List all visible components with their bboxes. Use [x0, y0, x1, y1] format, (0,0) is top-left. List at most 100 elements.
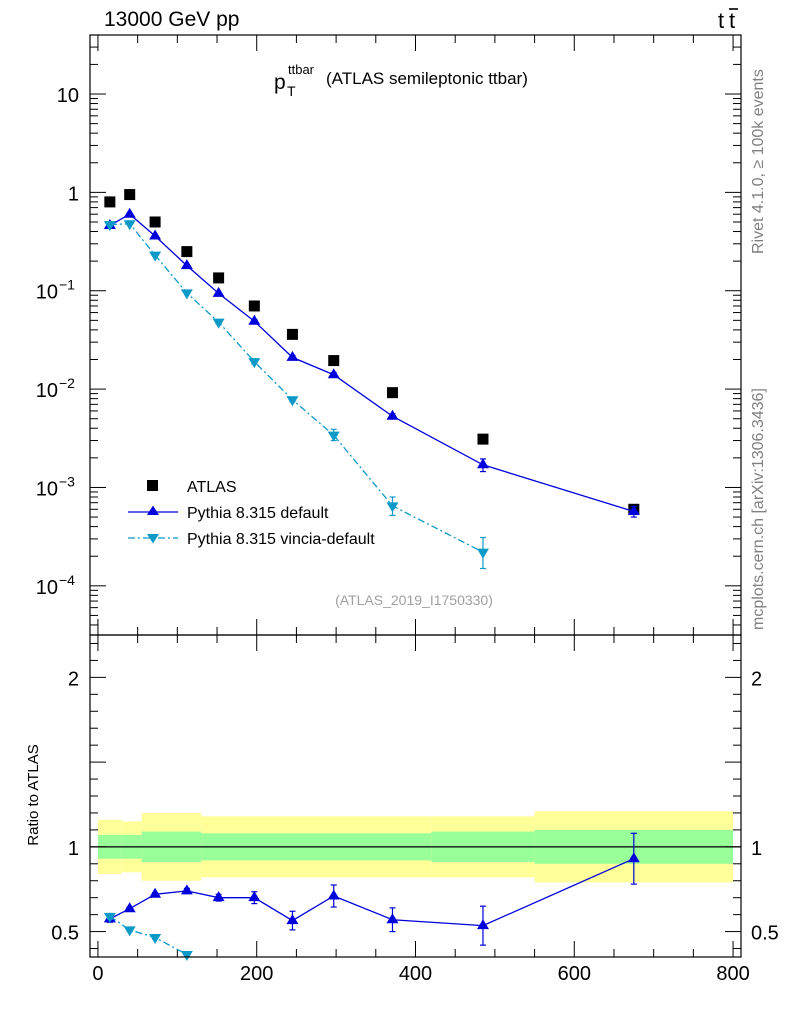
legend-atlas-marker: [147, 480, 158, 491]
ratio-vincia-point: [123, 926, 136, 937]
vincia-data-point: [212, 318, 225, 329]
default-data-point: [248, 314, 261, 325]
ratio-tick-labels: 0.5 0.5 1 1 2 2 0 200 400 600 800: [51, 668, 779, 985]
mcplots-label: mcplots.cern.ch [arXiv:1306.3436]: [750, 388, 767, 630]
x-tick-label: 600: [558, 963, 591, 985]
default-data-point: [180, 259, 193, 270]
default-data-point: [386, 409, 399, 420]
atlas-data-point: [477, 433, 489, 445]
ratio-default-point: [248, 891, 261, 902]
ratio-default-point: [327, 889, 340, 900]
ratio-default-point: [123, 902, 136, 913]
atlas-data-point: [149, 216, 161, 228]
ratio-y-tick-label-left: 1: [68, 838, 79, 860]
atlas-data-point: [181, 246, 193, 258]
atlas-data-point: [124, 189, 136, 201]
vincia-data-point: [123, 220, 136, 231]
series-line-default: [109, 213, 635, 513]
vincia-data-point: [327, 431, 340, 442]
main-y-tick-exponent: −2: [59, 375, 75, 391]
ratio-y-tick-label-right: 2: [751, 668, 762, 690]
atlas-data-point: [213, 272, 225, 284]
main-y-tick-label: 1: [68, 183, 79, 205]
vincia-data-point: [149, 251, 162, 262]
main-y-tick-exponent: −4: [59, 572, 75, 588]
series-line-vincia: [109, 223, 484, 553]
ratio-panel: 0.5 0.5 1 1 2 2 0 200 400 600 800 Ratio to ATLAS: [25, 634, 779, 985]
header-process-tbar: t: [729, 8, 735, 33]
ratio-default-point: [212, 891, 225, 902]
default-data-point: [212, 286, 225, 297]
ratio-series-layer: [103, 832, 640, 961]
title-p: p: [274, 71, 286, 94]
default-data-point: [327, 368, 340, 379]
ratio-default-point: [476, 919, 489, 930]
ratio-default-point: [149, 887, 162, 898]
main-y-tick-label: 10: [36, 577, 58, 599]
legend-vincia-marker: [147, 534, 159, 544]
x-tick-label: 0: [92, 963, 103, 985]
ratio-vincia-point: [149, 934, 162, 945]
vincia-data-point: [103, 221, 116, 232]
ratio-line-vincia: [109, 915, 188, 956]
ratio-default-point: [286, 914, 299, 925]
vincia-data-point: [286, 396, 299, 407]
vincia-data-point: [248, 358, 261, 369]
main-title: p ttbar T (ATLAS semileptonic ttbar): [274, 62, 528, 99]
legend-default-marker: [147, 505, 159, 515]
main-y-tick-label: 10: [36, 282, 58, 304]
default-data-point: [286, 350, 299, 361]
analysis-tag: (ATLAS_2019_I1750330): [335, 592, 493, 608]
ratio-default-point: [386, 913, 399, 924]
legend-atlas-label: ATLAS: [187, 479, 237, 496]
header-process-label: t t: [718, 8, 738, 33]
legend-vincia-label: Pythia 8.315 vincia-default: [187, 531, 375, 548]
ratio-vincia-point: [180, 950, 193, 961]
ratio-default-point: [180, 884, 193, 895]
vincia-data-point: [180, 289, 193, 300]
atlas-data-point: [248, 300, 260, 312]
title-superscript: ttbar: [288, 62, 315, 77]
default-data-point: [476, 458, 489, 469]
rivet-version-label: Rivet 4.1.0, ≥ 100k events: [750, 69, 767, 254]
legend-item-vincia: Pythia 8.315 vincia-default: [128, 531, 375, 548]
atlas-data-point: [386, 387, 398, 399]
legend-default-label: Pythia 8.315 default: [187, 505, 329, 522]
main-y-tick-exponent: −3: [59, 473, 75, 489]
ratio-default-point: [627, 852, 640, 863]
ratio-y-tick-label-right: 1: [751, 838, 762, 860]
title-subscript: T: [287, 83, 296, 99]
title-rest: (ATLAS semileptonic ttbar): [326, 69, 528, 88]
main-y-tick-label: 10: [57, 85, 79, 107]
main-axis-ticks: [90, 35, 741, 635]
x-tick-label: 400: [399, 963, 432, 985]
header-process-t: t: [718, 8, 724, 33]
legend: ATLAS Pythia 8.315 default Pythia 8.315 …: [128, 479, 375, 548]
header-energy-label: 13000 GeV pp: [104, 8, 239, 31]
legend-item-atlas: ATLAS: [147, 479, 237, 496]
atlas-data-point: [328, 355, 340, 367]
legend-item-default: Pythia 8.315 default: [128, 505, 329, 522]
ratio-frame: [89, 634, 742, 958]
ratio-vincia-point: [103, 912, 116, 923]
ratio-axis-ticks: [90, 635, 741, 957]
default-data-point: [123, 207, 136, 218]
ratio-y-tick-label-right: 0.5: [751, 923, 779, 945]
main-series-layer: [103, 189, 640, 570]
vincia-data-point: [476, 548, 489, 559]
vincia-data-point: [386, 502, 399, 513]
default-data-point: [149, 229, 162, 240]
ratio-y-tick-label-left: 0.5: [51, 923, 79, 945]
ratio-y-tick-label-left: 2: [68, 668, 79, 690]
main-y-tick-label: 10: [36, 380, 58, 402]
main-y-tick-exponent: −1: [59, 277, 75, 293]
x-tick-label: 800: [716, 963, 749, 985]
x-tick-label: 200: [240, 963, 273, 985]
main-y-tick-label: 10: [36, 478, 58, 500]
default-data-point: [627, 504, 640, 515]
ratio-y-axis-label: Ratio to ATLAS: [25, 744, 42, 845]
atlas-data-point: [104, 196, 116, 208]
